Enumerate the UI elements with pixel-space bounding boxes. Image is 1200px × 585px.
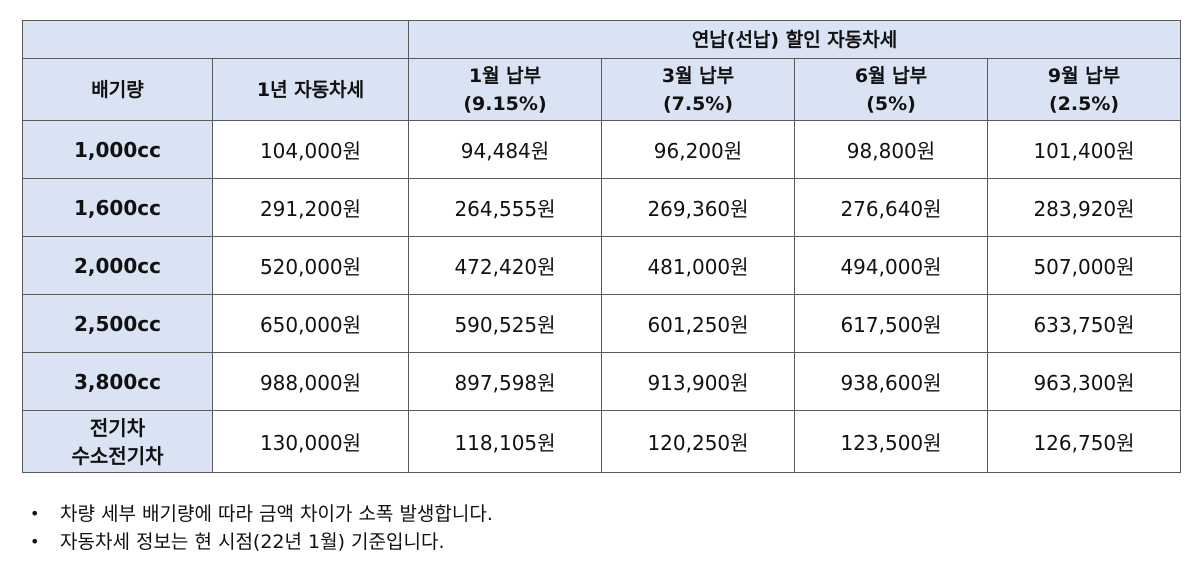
bullet-icon: • (30, 504, 40, 523)
jan-tax-cell: 897,598원 (408, 352, 602, 411)
car-tax-table: 연납(선납) 할인 자동차세 배기량 1년 자동차세 1월 납부 (9.15%)… (22, 20, 1182, 473)
month-header-mar: 3월 납부 (7.5%) (601, 58, 795, 121)
jan-tax-cell: 118,105원 (408, 410, 602, 473)
month-label: 3월 납부 (661, 64, 735, 87)
note-item: • 차량 세부 배기량에 따라 금액 차이가 소폭 발생합니다. (30, 500, 493, 528)
annual-tax-cell: 291,200원 (212, 178, 409, 237)
month-rate: (7.5%) (662, 92, 734, 115)
jan-tax-cell: 590,525원 (408, 294, 602, 353)
month-rate: (2.5%) (1048, 92, 1120, 115)
sep-tax-cell: 101,400원 (986, 120, 1182, 179)
note-text: 차량 세부 배기량에 따라 금액 차이가 소폭 발생합니다. (60, 503, 493, 525)
blank-header-cell (22, 20, 409, 59)
notes-list: • 차량 세부 배기량에 따라 금액 차이가 소폭 발생합니다. • 자동차세 … (30, 500, 493, 556)
mar-tax-cell: 120,250원 (601, 410, 795, 473)
month-header-jan: 1월 납부 (9.15%) (408, 58, 602, 121)
bullet-icon: • (30, 532, 40, 551)
sep-tax-cell: 507,000원 (986, 236, 1182, 295)
jun-tax-cell: 98,800원 (794, 120, 988, 179)
table-row: 2,500cc 650,000원 590,525원 601,250원 617,5… (22, 294, 1182, 353)
jan-tax-cell: 94,484원 (408, 120, 602, 179)
jan-tax-cell: 264,555원 (408, 178, 602, 237)
month-rate: (9.15%) (463, 92, 547, 115)
group-header-row: 연납(선납) 할인 자동차세 (22, 20, 1182, 59)
annual-tax-header: 1년 자동차세 (212, 58, 409, 121)
jun-tax-cell: 617,500원 (794, 294, 988, 353)
prepay-group-header: 연납(선납) 할인 자동차세 (407, 20, 1182, 59)
jun-tax-cell: 494,000원 (794, 236, 988, 295)
sep-tax-cell: 283,920원 (986, 178, 1182, 237)
displacement-cell: 3,800cc (22, 352, 213, 411)
hydrogen-label: 수소전기차 (71, 443, 164, 468)
note-text: 자동차세 정보는 현 시점(22년 1월) 기준입니다. (60, 531, 445, 553)
displacement-cell: 1,000cc (22, 120, 213, 179)
month-label: 1월 납부 (468, 64, 542, 87)
mar-tax-cell: 913,900원 (601, 352, 795, 411)
month-label: 9월 납부 (1047, 64, 1121, 87)
table-row: 3,800cc 988,000원 897,598원 913,900원 938,6… (22, 352, 1182, 411)
table-row: 1,600cc 291,200원 264,555원 269,360원 276,6… (22, 178, 1182, 237)
displacement-cell: 1,600cc (22, 178, 213, 237)
jan-tax-cell: 472,420원 (408, 236, 602, 295)
month-header-sep: 9월 납부 (2.5%) (986, 58, 1182, 121)
jun-tax-cell: 276,640원 (794, 178, 988, 237)
table-row: 1,000cc 104,000원 94,484원 96,200원 98,800원… (22, 120, 1182, 179)
vehicle-type-cell: 전기차 수소전기차 (22, 410, 213, 473)
displacement-cell: 2,500cc (22, 294, 213, 353)
month-label: 6월 납부 (854, 64, 928, 87)
annual-tax-cell: 520,000원 (212, 236, 409, 295)
mar-tax-cell: 481,000원 (601, 236, 795, 295)
jun-tax-cell: 938,600원 (794, 352, 988, 411)
annual-tax-cell: 130,000원 (212, 410, 409, 473)
mar-tax-cell: 96,200원 (601, 120, 795, 179)
displacement-header: 배기량 (22, 58, 213, 121)
column-header-row: 배기량 1년 자동차세 1월 납부 (9.15%) 3월 납부 (7.5%) 6… (22, 58, 1182, 121)
jun-tax-cell: 123,500원 (794, 410, 988, 473)
table-row: 2,000cc 520,000원 472,420원 481,000원 494,0… (22, 236, 1182, 295)
month-rate: (5%) (866, 92, 916, 115)
month-header-jun: 6월 납부 (5%) (794, 58, 988, 121)
table-row-electric: 전기차 수소전기차 130,000원 118,105원 120,250원 123… (22, 410, 1182, 473)
annual-tax-cell: 104,000원 (212, 120, 409, 179)
electric-label: 전기차 (89, 415, 146, 440)
sep-tax-cell: 126,750원 (986, 410, 1182, 473)
annual-tax-cell: 650,000원 (212, 294, 409, 353)
displacement-cell: 2,000cc (22, 236, 213, 295)
note-item: • 자동차세 정보는 현 시점(22년 1월) 기준입니다. (30, 528, 493, 556)
sep-tax-cell: 963,300원 (986, 352, 1182, 411)
sep-tax-cell: 633,750원 (986, 294, 1182, 353)
mar-tax-cell: 601,250원 (601, 294, 795, 353)
annual-tax-cell: 988,000원 (212, 352, 409, 411)
mar-tax-cell: 269,360원 (601, 178, 795, 237)
